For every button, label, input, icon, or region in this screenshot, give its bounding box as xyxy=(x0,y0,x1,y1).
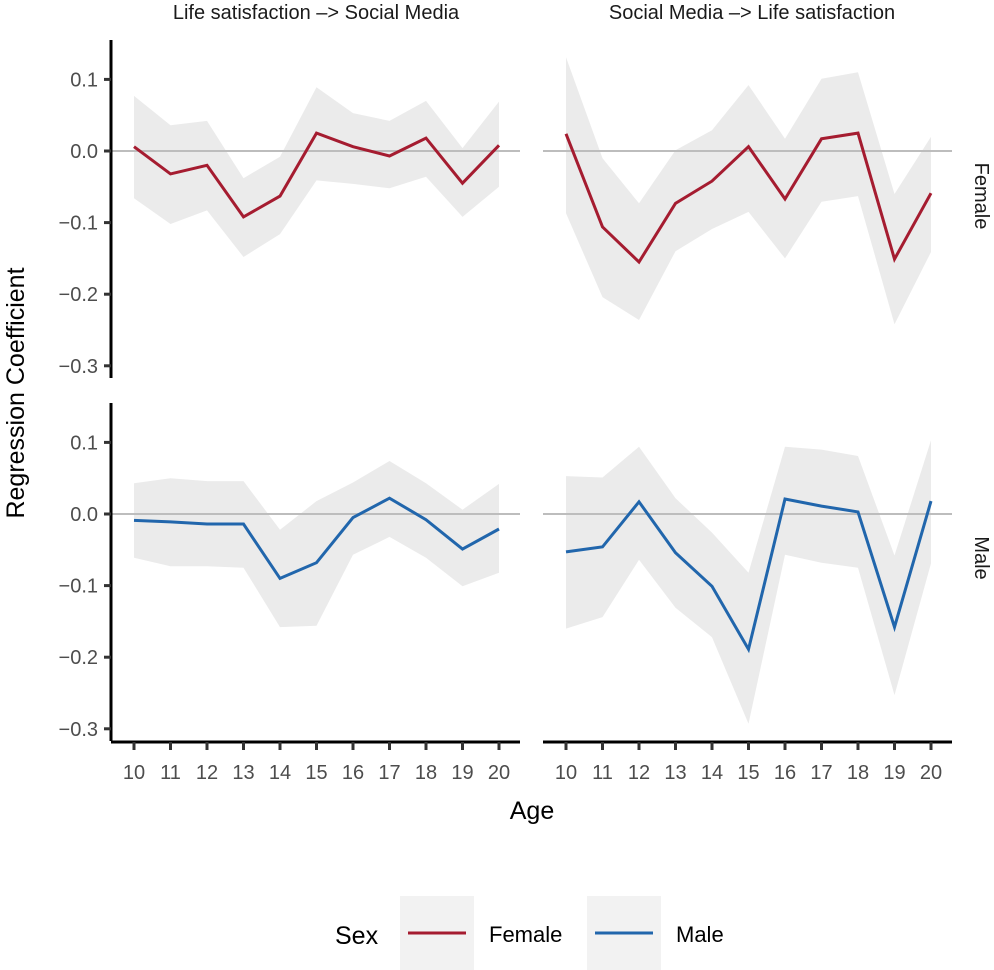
strip-labels: Life satisfaction –> Social Media Social… xyxy=(173,2,992,580)
confidence-ribbon xyxy=(134,461,499,628)
strip-label-row-female: Female xyxy=(970,163,992,230)
axes: 0.1 0.0 −0.1 −0.2 −0.3 0.1 0.0 −0.1 −0.2 −0.3 10 11… xyxy=(59,40,952,784)
x-tick-label: 14 xyxy=(701,762,723,784)
y-axis-title: Regression Coefficient xyxy=(2,267,30,518)
confidence-ribbon xyxy=(566,57,931,325)
legend-label-male: Male xyxy=(676,922,724,947)
x-tick-label: 18 xyxy=(847,762,869,784)
x-tick-label: 17 xyxy=(378,762,400,784)
panel-male-left xyxy=(111,461,520,628)
series-line-male xyxy=(565,497,933,654)
x-tick-label: 12 xyxy=(196,762,218,784)
x-tick-label: 20 xyxy=(920,762,942,784)
x-tick-label: 16 xyxy=(342,762,364,784)
y-tick-label: 0.1 xyxy=(70,69,98,91)
legend: Sex Female Male xyxy=(335,896,724,970)
strip-label-col-left: Life satisfaction –> Social Media xyxy=(173,2,460,24)
y-tick-label: 0.0 xyxy=(70,504,98,526)
x-tick-label: 12 xyxy=(628,762,650,784)
x-axis-title: Age xyxy=(510,797,554,825)
x-tick-label: 17 xyxy=(810,762,832,784)
y-tick-label: 0.0 xyxy=(70,141,98,163)
y-tick-label: −0.1 xyxy=(59,213,98,235)
x-tick-label: 13 xyxy=(664,762,686,784)
confidence-ribbon xyxy=(566,440,931,724)
strip-label-col-right: Social Media –> Life satisfaction xyxy=(609,2,895,24)
legend-title: Sex xyxy=(335,922,379,950)
y-tick-label: −0.3 xyxy=(59,356,98,378)
series-line-male xyxy=(133,496,500,581)
panel-female-right xyxy=(543,57,952,325)
x-tick-label: 19 xyxy=(451,762,473,784)
x-tick-label: 14 xyxy=(269,762,291,784)
x-tick-label: 11 xyxy=(160,762,181,784)
x-tick-label: 19 xyxy=(883,762,905,784)
legend-label-female: Female xyxy=(489,922,562,947)
x-tick-label: 13 xyxy=(232,762,254,784)
x-tick-label: 15 xyxy=(305,762,327,784)
x-tick-label: 10 xyxy=(123,762,145,784)
panel-female-left xyxy=(111,87,520,257)
x-tick-label: 20 xyxy=(488,762,510,784)
strip-label-row-male: Male xyxy=(970,536,992,579)
y-tick-label: −0.3 xyxy=(59,719,98,741)
y-tick-label: −0.2 xyxy=(59,284,98,306)
y-tick-label: −0.2 xyxy=(59,647,98,669)
x-tick-label: 10 xyxy=(555,762,577,784)
confidence-ribbon xyxy=(134,87,499,257)
x-tick-label: 18 xyxy=(415,762,437,784)
x-tick-label: 11 xyxy=(592,762,613,784)
panels xyxy=(111,57,952,724)
x-tick-label: 15 xyxy=(737,762,759,784)
panel-male-right xyxy=(543,440,952,724)
x-tick-label: 16 xyxy=(774,762,796,784)
y-tick-label: 0.1 xyxy=(70,432,98,454)
y-tick-label: −0.1 xyxy=(59,576,98,598)
